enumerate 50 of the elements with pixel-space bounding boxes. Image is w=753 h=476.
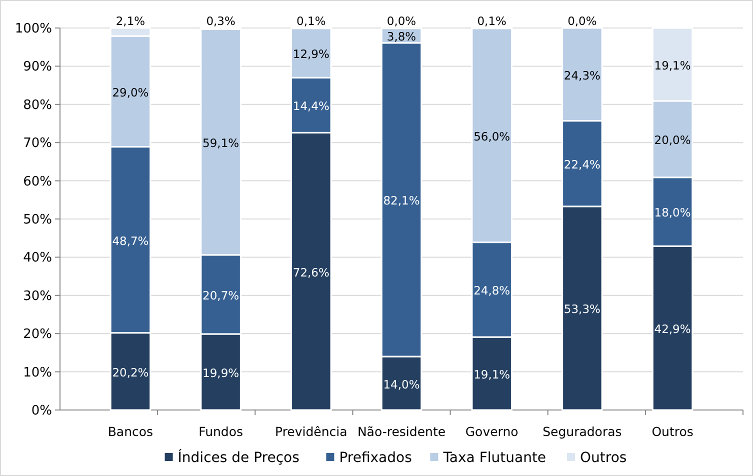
x-tick-label: Fundos [198,424,244,439]
y-tick-label: 10% [23,365,52,380]
y-tick-label: 50% [23,212,52,228]
y-tick-label: 90% [23,60,52,75]
y-tick-label: 60% [23,174,52,190]
x-tick-label: Seguradoras [542,424,622,439]
data-label: 24,8% [474,284,510,298]
data-label: 20,7% [202,288,240,302]
legend-label: Outros [580,450,627,466]
y-tick-label: 20% [23,327,52,342]
data-label: 53,3% [564,302,601,316]
y-tick-label: 0% [31,404,52,418]
y-tick-label: 40% [23,250,52,266]
data-label: 29,0% [112,85,149,100]
x-tick-label: Governo [465,424,518,439]
data-label: 0,0% [386,14,416,28]
data-label: 0,1% [477,14,507,28]
legend-label: Prefixados [339,450,412,466]
y-tick-label: 30% [23,288,52,304]
data-label: 22,4% [564,158,601,172]
data-label: 59,1% [202,136,240,150]
y-tick-label: 70% [23,136,52,152]
y-tick-label: 100% [14,22,52,36]
data-label: 72,6% [292,265,330,280]
data-label: 42,9% [654,322,691,336]
x-tick-label: Previdência [275,424,348,439]
data-label: 48,7% [112,234,149,248]
x-tick-label: Outros [652,424,694,439]
data-label: 19,9% [202,366,240,380]
legend-label: Índices de Preços [178,449,300,466]
data-label: 56,0% [474,129,510,144]
x-tick-label: Bancos [108,424,154,439]
data-label: 14,4% [292,99,330,114]
data-label: 20,2% [112,365,149,380]
data-label: 2,1% [116,14,146,28]
data-label: 12,9% [292,47,330,62]
x-tick-label: Não-residente [357,424,446,439]
data-label: 18,0% [654,206,691,220]
data-label: 20,0% [654,133,691,148]
data-label: 24,3% [564,68,601,82]
data-label: 14,0% [383,377,420,392]
data-label: 19,1% [474,368,510,382]
data-label: 82,1% [383,194,420,208]
data-label: 0,1% [296,14,326,28]
data-label: 0,0% [568,14,597,28]
data-label: 3,8% [386,30,416,44]
data-label: 0,3% [206,14,236,28]
data-label: 19,1% [654,58,691,72]
legend-label: Taxa Flutuante [442,450,546,466]
y-tick-label: 80% [23,98,52,113]
